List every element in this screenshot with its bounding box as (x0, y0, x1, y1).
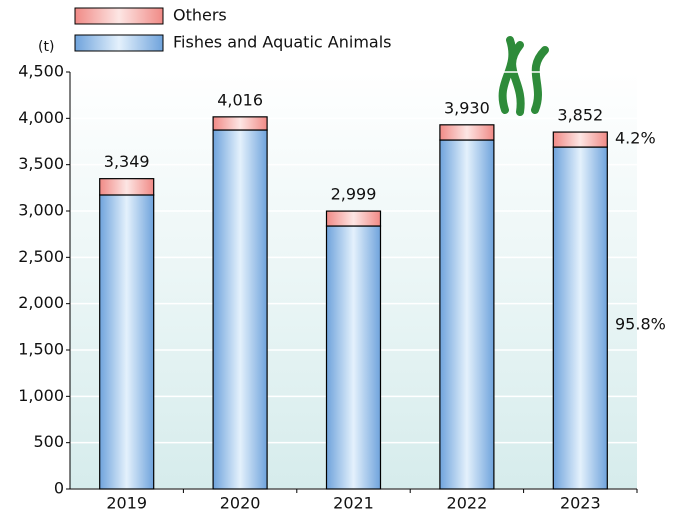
y-tick-label: 2,000 (18, 293, 64, 312)
total-label: 4,016 (217, 90, 263, 109)
y-tick-label: 0 (54, 479, 64, 498)
y-tick-label: 1,500 (18, 340, 64, 359)
x-tick-label: 2021 (333, 494, 374, 513)
x-tick-label: 2020 (220, 494, 261, 513)
bar-segment (212, 129, 268, 490)
seaweed-decoration (498, 36, 549, 116)
legend-swatch (74, 7, 164, 25)
bar-segment (212, 116, 268, 131)
bar-segment (439, 139, 495, 490)
bar-segment (325, 225, 382, 490)
unit-label: (t) (38, 39, 54, 55)
share-label: 95.8% (615, 315, 666, 334)
x-tick-label: 2019 (106, 494, 147, 513)
legend-swatch (74, 34, 164, 52)
y-tick-label: 4,500 (18, 62, 64, 81)
x-tick-label: 2023 (560, 494, 601, 513)
legend-label: Fishes and Aquatic Animals (173, 33, 391, 52)
y-tick-label: 500 (33, 432, 64, 451)
total-label: 3,930 (444, 98, 490, 117)
bar-segment (99, 178, 155, 196)
share-label: 4.2% (615, 129, 656, 148)
y-tick-label: 3,000 (18, 201, 64, 220)
y-tick-label: 2,500 (18, 247, 64, 266)
y-tick-label: 3,500 (18, 154, 64, 173)
y-tick-label: 4,000 (18, 108, 64, 127)
x-tick-label: 2022 (447, 494, 488, 513)
bar-segment (439, 124, 495, 141)
legend-label: Others (173, 6, 227, 25)
total-label: 3,852 (557, 106, 603, 125)
bar-segment (325, 210, 382, 227)
bar-segment (552, 146, 608, 490)
y-tick-label: 1,000 (18, 386, 64, 405)
bar-segment (552, 131, 608, 148)
bar-segment (99, 194, 155, 490)
total-label: 2,999 (331, 185, 377, 204)
total-label: 3,349 (104, 152, 150, 171)
